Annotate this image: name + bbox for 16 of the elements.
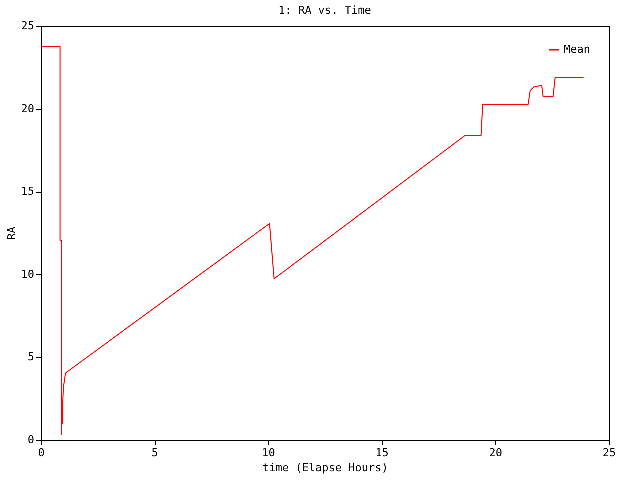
x-tick-label: 25 (602, 446, 616, 460)
x-tick-label: 20 (489, 446, 503, 460)
legend-label: Mean (564, 43, 590, 56)
y-tick-label: 5 (28, 350, 34, 364)
x-tick-label: 15 (376, 446, 389, 460)
y-axis-title: RA (5, 226, 18, 240)
x-tick-label: 10 (262, 446, 276, 460)
y-tick-label: 15 (21, 185, 34, 198)
x-axis-title: time (Elapse Hours) (262, 462, 388, 474)
x-tick-label: 0 (38, 446, 45, 460)
y-tick-label: 0 (28, 434, 34, 446)
y-tick-label: 10 (21, 268, 34, 281)
x-tick-label: 5 (152, 446, 158, 460)
chart-title: 1: RA vs. Time (278, 4, 372, 17)
y-tick-label: 20 (21, 102, 34, 116)
y-tick-label: 25 (21, 20, 34, 32)
